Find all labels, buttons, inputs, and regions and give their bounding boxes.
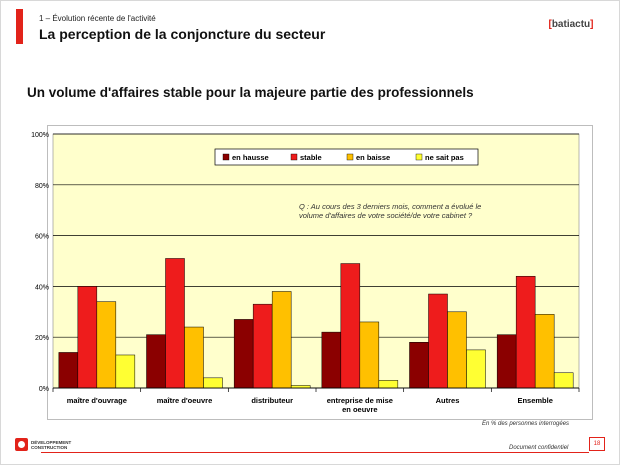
bar [184,326,204,389]
dc-logo-line2: CONSTRUCTION [31,444,68,450]
bar [378,380,399,389]
y-tick-label: 40% [35,284,49,291]
section-label: 1 – Évolution récente de l'activité [39,14,156,23]
confidential-label: Document confidentiel [509,445,569,451]
legend-box [214,148,479,166]
legend-swatch [415,153,423,161]
category-label: Ensemble [517,396,552,405]
y-tick-label: 100% [31,132,49,139]
bar [340,263,361,389]
bar [146,334,166,389]
bar [115,354,136,389]
bar [203,377,223,389]
footer-divider [41,452,589,453]
legend-label: en hausse [232,153,269,162]
dc-logo-line1: DÉVELOPPEMENT [31,439,72,445]
bar [496,334,517,389]
bar [96,301,117,389]
y-tick-label: 20% [35,335,49,342]
question-annotation: Q : Au cours des 3 derniers mois, commen… [299,202,481,211]
bar [409,342,429,389]
slide-title: La perception de la conjoncture du secte… [39,26,326,42]
legend-label: ne sait pas [425,153,464,162]
legend-swatch [346,153,354,161]
logo-text: batiactu [551,19,591,30]
bar [233,319,254,389]
bar [271,291,292,389]
footnote: En % des personnes interrogées [482,421,570,427]
y-tick-label: 0% [39,386,49,393]
bar [553,372,574,389]
bar [252,303,273,389]
chart-subtitle: Un volume d'affaires stable pour la maje… [27,85,474,100]
category-label: maître d'ouvrage [67,396,127,405]
y-tick-label: 60% [35,234,49,241]
plot-area [52,133,580,389]
accent-bar [16,9,23,44]
page-number: 18 [589,437,605,451]
batiactu-logo: [batiactu] [548,19,594,30]
legend-label: en baisse [356,153,390,162]
question-annotation: volume d'affaires de votre société/de vo… [299,211,473,220]
y-tick-label: 80% [35,183,49,190]
bar [359,321,380,389]
legend-swatch [222,153,230,161]
category-label: maître d'oeuvre [157,396,213,405]
bar [58,352,79,389]
bar [321,331,342,389]
category-label: en oeuvre [342,405,377,414]
category-label: Autres [436,396,460,405]
bar [534,314,555,389]
bar [428,293,448,389]
bar [515,275,536,389]
bar [466,349,486,389]
bar [447,311,467,389]
category-label: distributeur [251,396,293,405]
bar [165,258,185,389]
category-label: entreprise de mise [327,396,393,405]
legend-swatch [290,153,298,161]
developpement-construction-logo: DÉVELOPPEMENT CONSTRUCTION [15,438,71,451]
dc-logo-icon [15,438,28,451]
legend-label: stable [300,153,322,162]
bar [77,286,98,389]
